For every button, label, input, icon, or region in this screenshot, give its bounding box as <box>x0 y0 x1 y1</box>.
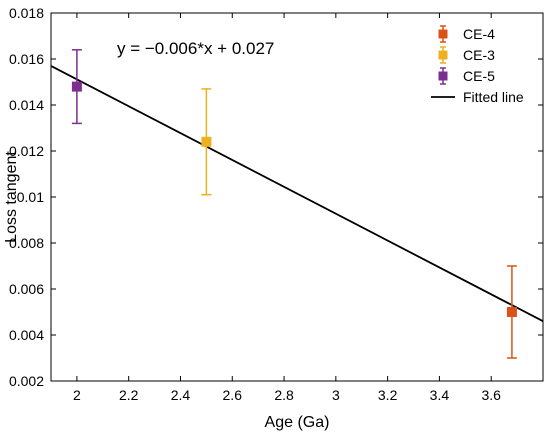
x-tick-label: 2.6 <box>223 387 243 403</box>
y-tick-label: 0.012 <box>9 143 44 159</box>
x-tick-label: 2.2 <box>119 387 139 403</box>
fitted-line-layer <box>50 65 544 322</box>
legend-label-ce-5: CE-5 <box>463 68 495 84</box>
y-tick-label: 0.01 <box>17 189 44 205</box>
legend-label-ce-3: CE-3 <box>463 47 495 63</box>
x-tick-label: 2 <box>73 387 81 403</box>
x-tick-label: 2.4 <box>171 387 191 403</box>
x-tick-label: 3.2 <box>378 387 398 403</box>
legend: CE-4 CE-3 CE-5 Fitted line <box>431 25 524 105</box>
legend-label-ce-4: CE-4 <box>463 26 495 42</box>
marker-ce-5 <box>71 81 82 92</box>
y-tick-label: 0.002 <box>9 373 44 389</box>
plot-area <box>51 13 543 381</box>
marker-ce-4 <box>506 307 517 317</box>
y-tick-label: 0.008 <box>9 235 44 251</box>
x-axis-label: Age (Ga) <box>265 414 330 431</box>
y-tick-label: 0.014 <box>9 97 44 113</box>
x-tick-label: 2.8 <box>274 387 294 403</box>
y-axis-label: Loss tangent <box>3 151 20 243</box>
legend-marker-ce-3 <box>438 50 448 60</box>
fitted-line <box>50 65 544 322</box>
legend-label-fitted-line: Fitted line <box>463 89 524 105</box>
plot-frame <box>50 12 544 382</box>
x-tick-label: 3 <box>332 387 340 403</box>
y-tick-label: 0.018 <box>9 5 44 21</box>
legend-marker-ce-5 <box>438 71 448 81</box>
x-tick-label: 3.6 <box>481 387 501 403</box>
fit-equation: y = −0.006*x + 0.027 <box>117 39 274 58</box>
x-tick-label: 3.4 <box>430 387 450 403</box>
data-series-layer <box>71 49 517 359</box>
y-tick-label: 0.004 <box>9 327 44 343</box>
x-axis-ticks: 2 2.2 2.4 2.6 2.8 3 3.2 3.4 3.6 <box>73 13 501 403</box>
legend-marker-ce-4 <box>438 29 448 39</box>
y-tick-label: 0.016 <box>9 51 44 67</box>
y-axis-ticks: 0.002 0.004 0.006 0.008 0.01 0.012 0.014 0.016 0… <box>9 5 543 389</box>
marker-ce-3 <box>201 136 212 147</box>
y-tick-label: 0.006 <box>9 281 44 297</box>
